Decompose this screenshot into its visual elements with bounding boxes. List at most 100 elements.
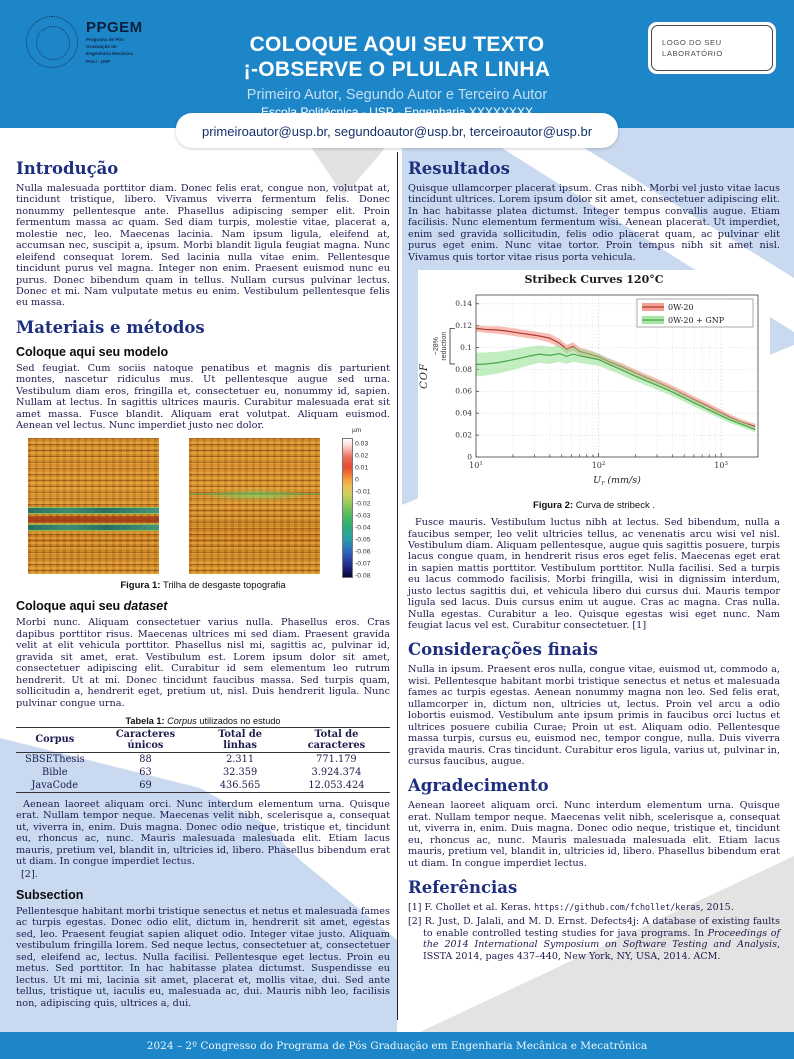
section-heading-agradecimento: Agradecimento [408,776,549,796]
ppgem-logo: PPGEM Programa de Pós Graduação de Engen… [26,16,143,68]
footer-text: 2024 – 2º Congresso do Programa de Pós G… [146,1039,648,1052]
reference-2-italic: Proceedings of the 2014 International Sy… [423,927,781,951]
left-column: Introdução Nulla malesuada porttitor dia… [16,150,390,1016]
table-1-caption: Tabela 1: Corpus utilizados no estudo [16,716,390,726]
svg-text:0.14: 0.14 [455,299,472,308]
cell: 771.179 [316,753,357,765]
figure-1-caption-text: Trilha de desgaste topografia [162,580,286,592]
corpus-table: Corpus Caracteres únicos Total de linhas… [16,727,390,793]
table-1-caption-italic: Corpus [167,715,197,726]
reference-1-text: F. Chollet et al. Keras. [424,902,535,913]
cell: 32.359 [222,766,258,778]
colorbar-tick-label: -0.05 [355,536,371,544]
title-block: COLOQUE AQUI SEU TEXTO ¡-OBSERVE O PLULA… [170,32,624,119]
table-row: Bible 63 32.359 3.924.374 [16,766,390,779]
colorbar-tick-label: -0.07 [355,560,371,568]
emails-bar: primeiroautor@usp.br, segundoautor@usp.b… [175,113,619,148]
subsection-paragraph: Pellentesque habitant morbi tristique se… [16,906,390,1009]
colorbar-tick-label: 0.03 [355,440,369,448]
svg-text:0.06: 0.06 [455,387,472,396]
svg-text:102: 102 [592,461,606,470]
wear-track-band-1 [28,508,159,514]
svg-text:103: 103 [714,461,728,470]
topography-image-left [28,438,159,575]
figure-1-caption-label: Figura 1: [120,580,161,592]
svg-text:0.08: 0.08 [455,365,472,374]
colorbar-tick-label: -0.06 [355,548,371,556]
emails-text: primeiroautor@usp.br, segundoautor@usp.b… [201,124,593,139]
svg-text:0.02: 0.02 [455,431,472,440]
ppgem-subtext-1: Programa de Pós [86,36,124,42]
agradecimento-paragraph: Aenean laoreet aliquam orci. Nunc interd… [408,800,780,869]
cell: 2.311 [226,753,255,765]
ppgem-subtext-4: POLI - USP [86,58,111,64]
figure-1-caption: Figura 1: Trilha de desgaste topografia [16,580,390,591]
ppgem-subtext-2: Graduação de [86,43,117,49]
figure-2-caption: Figura 2: Curva de stribeck . [408,500,780,511]
cell: JavaCode [31,779,79,791]
svg-text:reduction: reduction [441,332,448,361]
svg-text:0W-20 + GNP: 0W-20 + GNP [668,316,725,325]
wear-line [189,492,320,495]
reference-2-text2: , ISSTA 2014, pages 437–440, New York, N… [423,939,780,962]
section-heading-materiais: Materiais e métodos [16,317,205,337]
poster-header: PPGEM Programa de Pós Graduação de Engen… [0,0,794,128]
figure-1: µm 0.03 0.02 0.01 0 -0.01 -0.02 -0.03 -0.04 -0.0… [16,427,390,591]
svg-text:~28%: ~28% [433,337,440,355]
colorbar-tick-label: -0.03 [355,512,371,520]
figure-1-images: µm 0.03 0.02 0.01 0 -0.01 -0.02 -0.03 -0.04 -0.0… [16,427,390,580]
col-header-total-linhas: Total de linhas [218,728,262,751]
table-row: SBSEThesis 88 2.311 771.179 [16,752,390,766]
svg-text:0W-20: 0W-20 [668,303,694,312]
subsection-heading-dataset: Coloque aqui seu dataset [16,599,390,613]
ppgem-acronym: PPGEM [86,19,143,36]
corpus-table-header: Corpus Caracteres únicos Total de linhas… [16,727,390,753]
after-table-paragraph: Aenean laoreet aliquam orci. Nunc interd… [16,798,390,868]
authors-line: Primeiro Autor, Segundo Autor e Terceiro… [246,87,548,104]
cell: 12.053.424 [308,779,365,791]
ppgem-subtext-3: Engenharia Mecânica [86,51,133,57]
svg-text:0.1: 0.1 [460,343,472,352]
svg-text:0.04: 0.04 [455,409,472,418]
colorbar-tick-label: -0.08 [355,572,371,580]
colorbar-tick-label: 0.01 [355,464,369,472]
colorbar-unit: µm [352,427,362,435]
col-header-corpus: Corpus [35,734,75,746]
subsection-heading-modelo: Coloque aqui seu modelo [16,344,169,359]
svg-text:101: 101 [469,461,483,470]
topography-image-right [189,438,320,575]
svg-text:Ur (mm/s): Ur (mm/s) [593,475,641,487]
lab-logo-placeholder: LOGO DO SEU LABORATÓRIO [648,22,776,74]
colorbar-tick-label: 0 [355,476,359,484]
poster-title-line1: COLOQUE AQUI SEU TEXTO [249,33,545,56]
stribeck-chart-plot: 0 0.02 0.04 0.06 0.08 0.1 0.12 0.14 101 102 103 0W-… [419,294,759,487]
reference-item-1: [1] F. Chollet et al. Keras. https://git… [408,902,780,913]
consideracoes-paragraph: Nulla in ipsum. Praesent eros nulla, con… [408,664,780,767]
col-header-caracteres-unicos: Caracteres únicos [115,728,176,751]
right-column: Resultados Quisque ullamcorper placerat … [408,150,780,965]
corpus-table-body: SBSEThesis 88 2.311 771.179 Bible 63 32.… [16,752,390,793]
ppgem-logo-text: PPGEM Programa de Pós Graduação de Engen… [86,16,143,64]
cell: 63 [139,766,152,778]
reference-2-label: [2] [408,916,422,928]
section-heading-consideracoes: Considerações finais [408,640,598,660]
after-figure-paragraph: Fusce mauris. Vestibulum luctus nibh at … [408,517,780,631]
section-heading-introducao: Introdução [16,159,119,178]
reference-1-suffix: , 2015. [700,902,734,913]
table-1-caption-label: Tabela 1: [125,715,165,726]
reference-2-text1: R. Just, D. Jalali, and M. D. Ernst. Def… [423,916,780,939]
colorbar-gradient [342,438,353,579]
subsection-heading-subsection: Subsection [16,888,84,902]
cell: Bible [42,766,68,778]
reference-1-label: [1] [408,902,422,913]
colorbar: µm 0.03 0.02 0.01 0 -0.01 -0.02 -0.03 -0.04 -0.0… [342,427,378,580]
dataset-paragraph: Morbi nunc. Aliquam consectetuer varius … [16,617,390,709]
cell: 69 [139,779,152,791]
cell: 436.565 [219,779,261,791]
cell: 88 [139,753,152,765]
colorbar-tick-label: -0.04 [355,524,371,532]
modelo-paragraph: Sed feugiat. Cum sociis natoque penatibu… [16,362,390,431]
stribeck-chart: Stribeck Curves 120°C 0 0.02 0.04 0.06 0.08 0… [418,270,770,500]
cell: 3.924.374 [311,766,362,778]
